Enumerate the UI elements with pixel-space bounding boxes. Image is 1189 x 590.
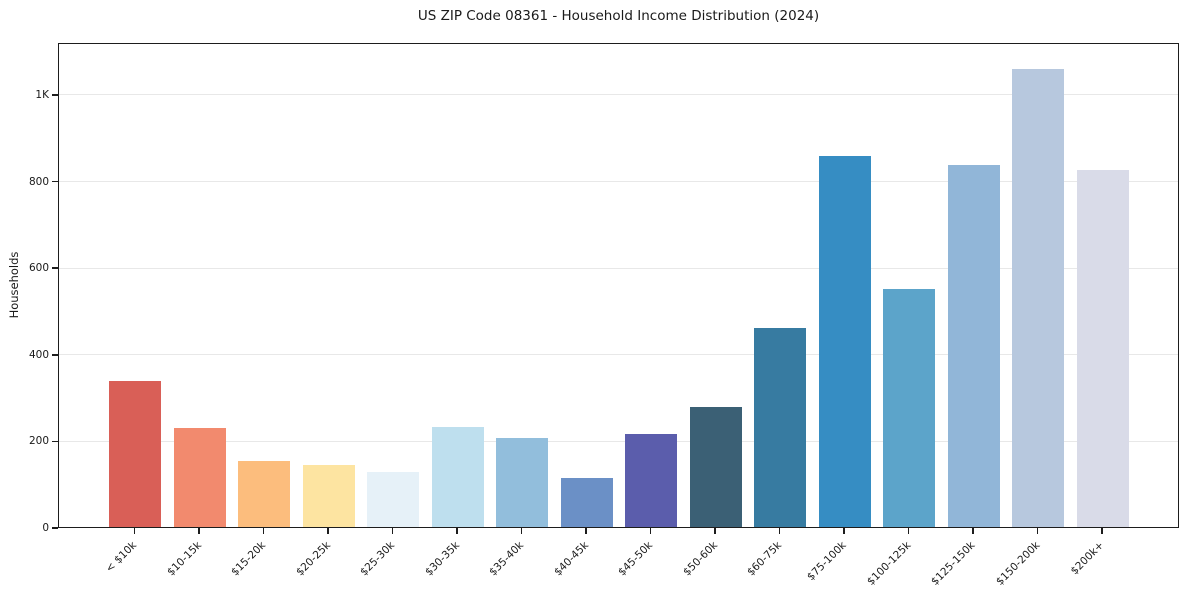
chart-bar [1076,169,1129,527]
y-tick-label: 200 [28,435,49,448]
chart-title: US ZIP Code 08361 - Household Income Dis… [417,8,820,24]
x-tick-mark [456,528,458,534]
chart-bar [1012,68,1065,527]
chart-bar [302,464,355,527]
chart-bar [173,428,226,527]
y-tick-mark [52,180,58,183]
plot-area [58,43,1179,528]
x-tick-mark [778,528,781,534]
chart-bar [818,156,871,527]
x-tick-mark [843,528,845,534]
y-tick-label: 600 [28,262,49,275]
x-tick-mark [907,528,910,534]
chart-bar [754,327,807,527]
y-tick-label: 800 [28,175,49,188]
gridline [59,354,1178,356]
chart-bar [689,406,742,527]
x-tick-mark [714,528,716,534]
y-tick-mark [52,94,58,96]
gridline [59,94,1178,96]
x-tick-mark [585,528,587,534]
y-axis-label: Households [7,251,21,319]
x-tick-label: $20-25k [293,539,333,579]
gridline [59,440,1178,442]
x-tick-mark [391,528,394,534]
x-tick-mark [1101,528,1103,534]
chart-bar [238,461,291,527]
x-tick-label: $200k+ [1068,539,1107,578]
gridline [59,267,1178,269]
x-tick-mark [198,528,200,534]
x-tick-label: $125-150k [929,539,978,588]
x-tick-mark [133,528,136,534]
x-tick-label: $40-45k [551,539,591,579]
chart-bar [431,427,484,527]
chart-bar [496,438,549,527]
y-tick-mark [52,267,58,269]
x-tick-mark [972,528,974,534]
chart-bar [367,472,420,527]
x-tick-label: $15-20k [229,539,269,579]
gridline [59,180,1178,182]
chart-bar [625,433,678,527]
y-tick-mark [52,353,58,356]
y-tick-label: 400 [28,348,49,361]
x-tick-label: $30-35k [422,539,462,579]
x-tick-label: $75-100k [804,539,849,584]
x-tick-label: $45-50k [616,539,656,579]
x-tick-label: $150-200k [993,539,1043,588]
chart-bar [947,165,1000,527]
x-tick-label: $25-30k [358,539,398,579]
x-tick-label: $10-15k [164,539,204,579]
y-tick-mark [52,440,58,443]
y-tick-label: 1K [35,88,49,101]
x-tick-mark [649,528,652,534]
x-tick-mark [262,528,265,534]
x-tick-label: $100-125k [864,539,914,588]
x-tick-mark [1036,528,1039,534]
chart-bar [109,381,162,527]
x-tick-label: $60-75k [745,539,785,579]
x-tick-label: $35-40k [487,539,527,579]
y-tick-label: 0 [42,522,49,534]
x-tick-label: < $10k [103,539,140,575]
x-tick-label: $50-60k [680,539,720,579]
chart-bar [883,288,936,527]
x-tick-mark [327,528,329,534]
x-tick-mark [520,528,523,534]
chart-bar [560,477,613,527]
y-tick-mark [52,527,58,529]
